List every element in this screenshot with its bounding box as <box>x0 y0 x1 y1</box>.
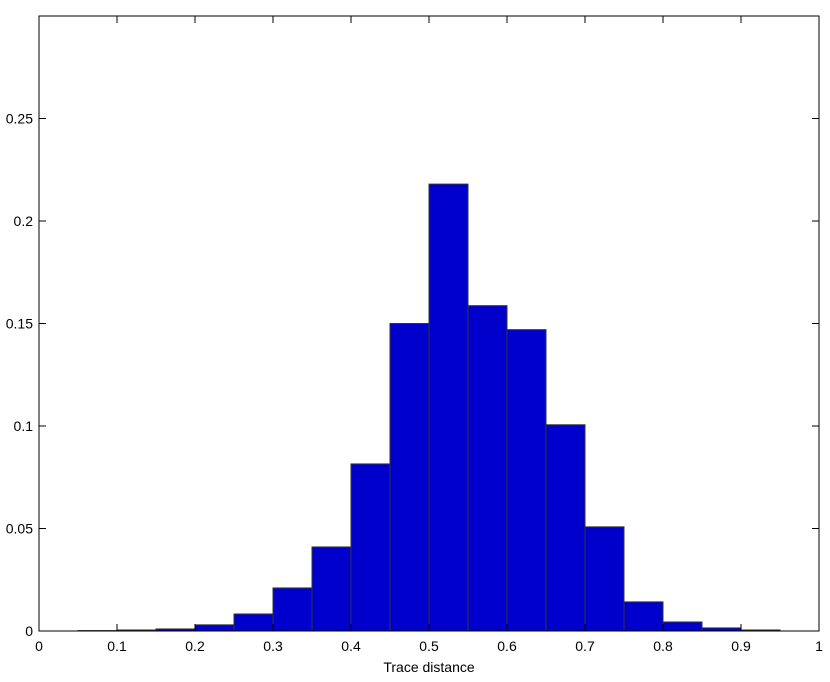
y-tick-label: 0.15 <box>6 316 33 332</box>
x-tick-label: 1 <box>815 638 823 654</box>
y-tick-label: 0.25 <box>6 111 33 127</box>
y-tick-label: 0 <box>25 623 33 639</box>
bar <box>389 323 430 632</box>
y-tick-label: 0.05 <box>6 521 33 537</box>
y-tick-label: 0.1 <box>14 418 34 434</box>
bar <box>233 613 274 632</box>
bar <box>428 183 469 632</box>
x-tick-label: 0 <box>35 638 43 654</box>
x-tick-label: 0.9 <box>731 638 751 654</box>
x-tick-label: 0.5 <box>419 638 439 654</box>
bar <box>350 463 391 632</box>
x-tick-label: 0.7 <box>575 638 595 654</box>
bar <box>467 305 508 632</box>
x-tick-label: 0.1 <box>107 638 127 654</box>
bar <box>506 329 547 632</box>
bar <box>311 546 352 632</box>
x-tick-label: 0.3 <box>263 638 283 654</box>
x-tick-label: 0.6 <box>497 638 517 654</box>
bar <box>545 424 586 632</box>
x-axis-label: Trace distance <box>383 659 475 675</box>
bar <box>272 587 313 632</box>
bar <box>584 526 625 632</box>
bar <box>662 621 703 632</box>
x-tick-label: 0.8 <box>653 638 673 654</box>
y-tick-label: 0.2 <box>14 213 34 229</box>
x-tick-label: 0.2 <box>185 638 205 654</box>
bar <box>194 624 235 632</box>
x-tick-label: 0.4 <box>341 638 361 654</box>
bar <box>623 601 664 632</box>
